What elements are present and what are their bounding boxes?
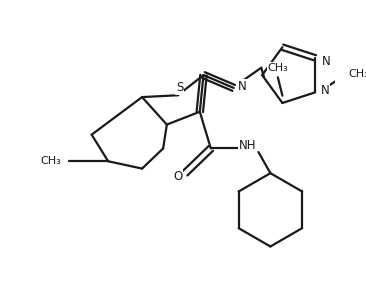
Text: N: N [321, 84, 329, 97]
Text: O: O [173, 170, 182, 183]
Text: CH₃: CH₃ [268, 63, 288, 73]
Text: N: N [238, 80, 247, 93]
Text: CH₃: CH₃ [41, 156, 61, 166]
Text: NH: NH [239, 139, 256, 152]
Text: CH₃: CH₃ [348, 69, 366, 79]
Text: N: N [322, 55, 330, 68]
Text: S: S [176, 81, 183, 95]
